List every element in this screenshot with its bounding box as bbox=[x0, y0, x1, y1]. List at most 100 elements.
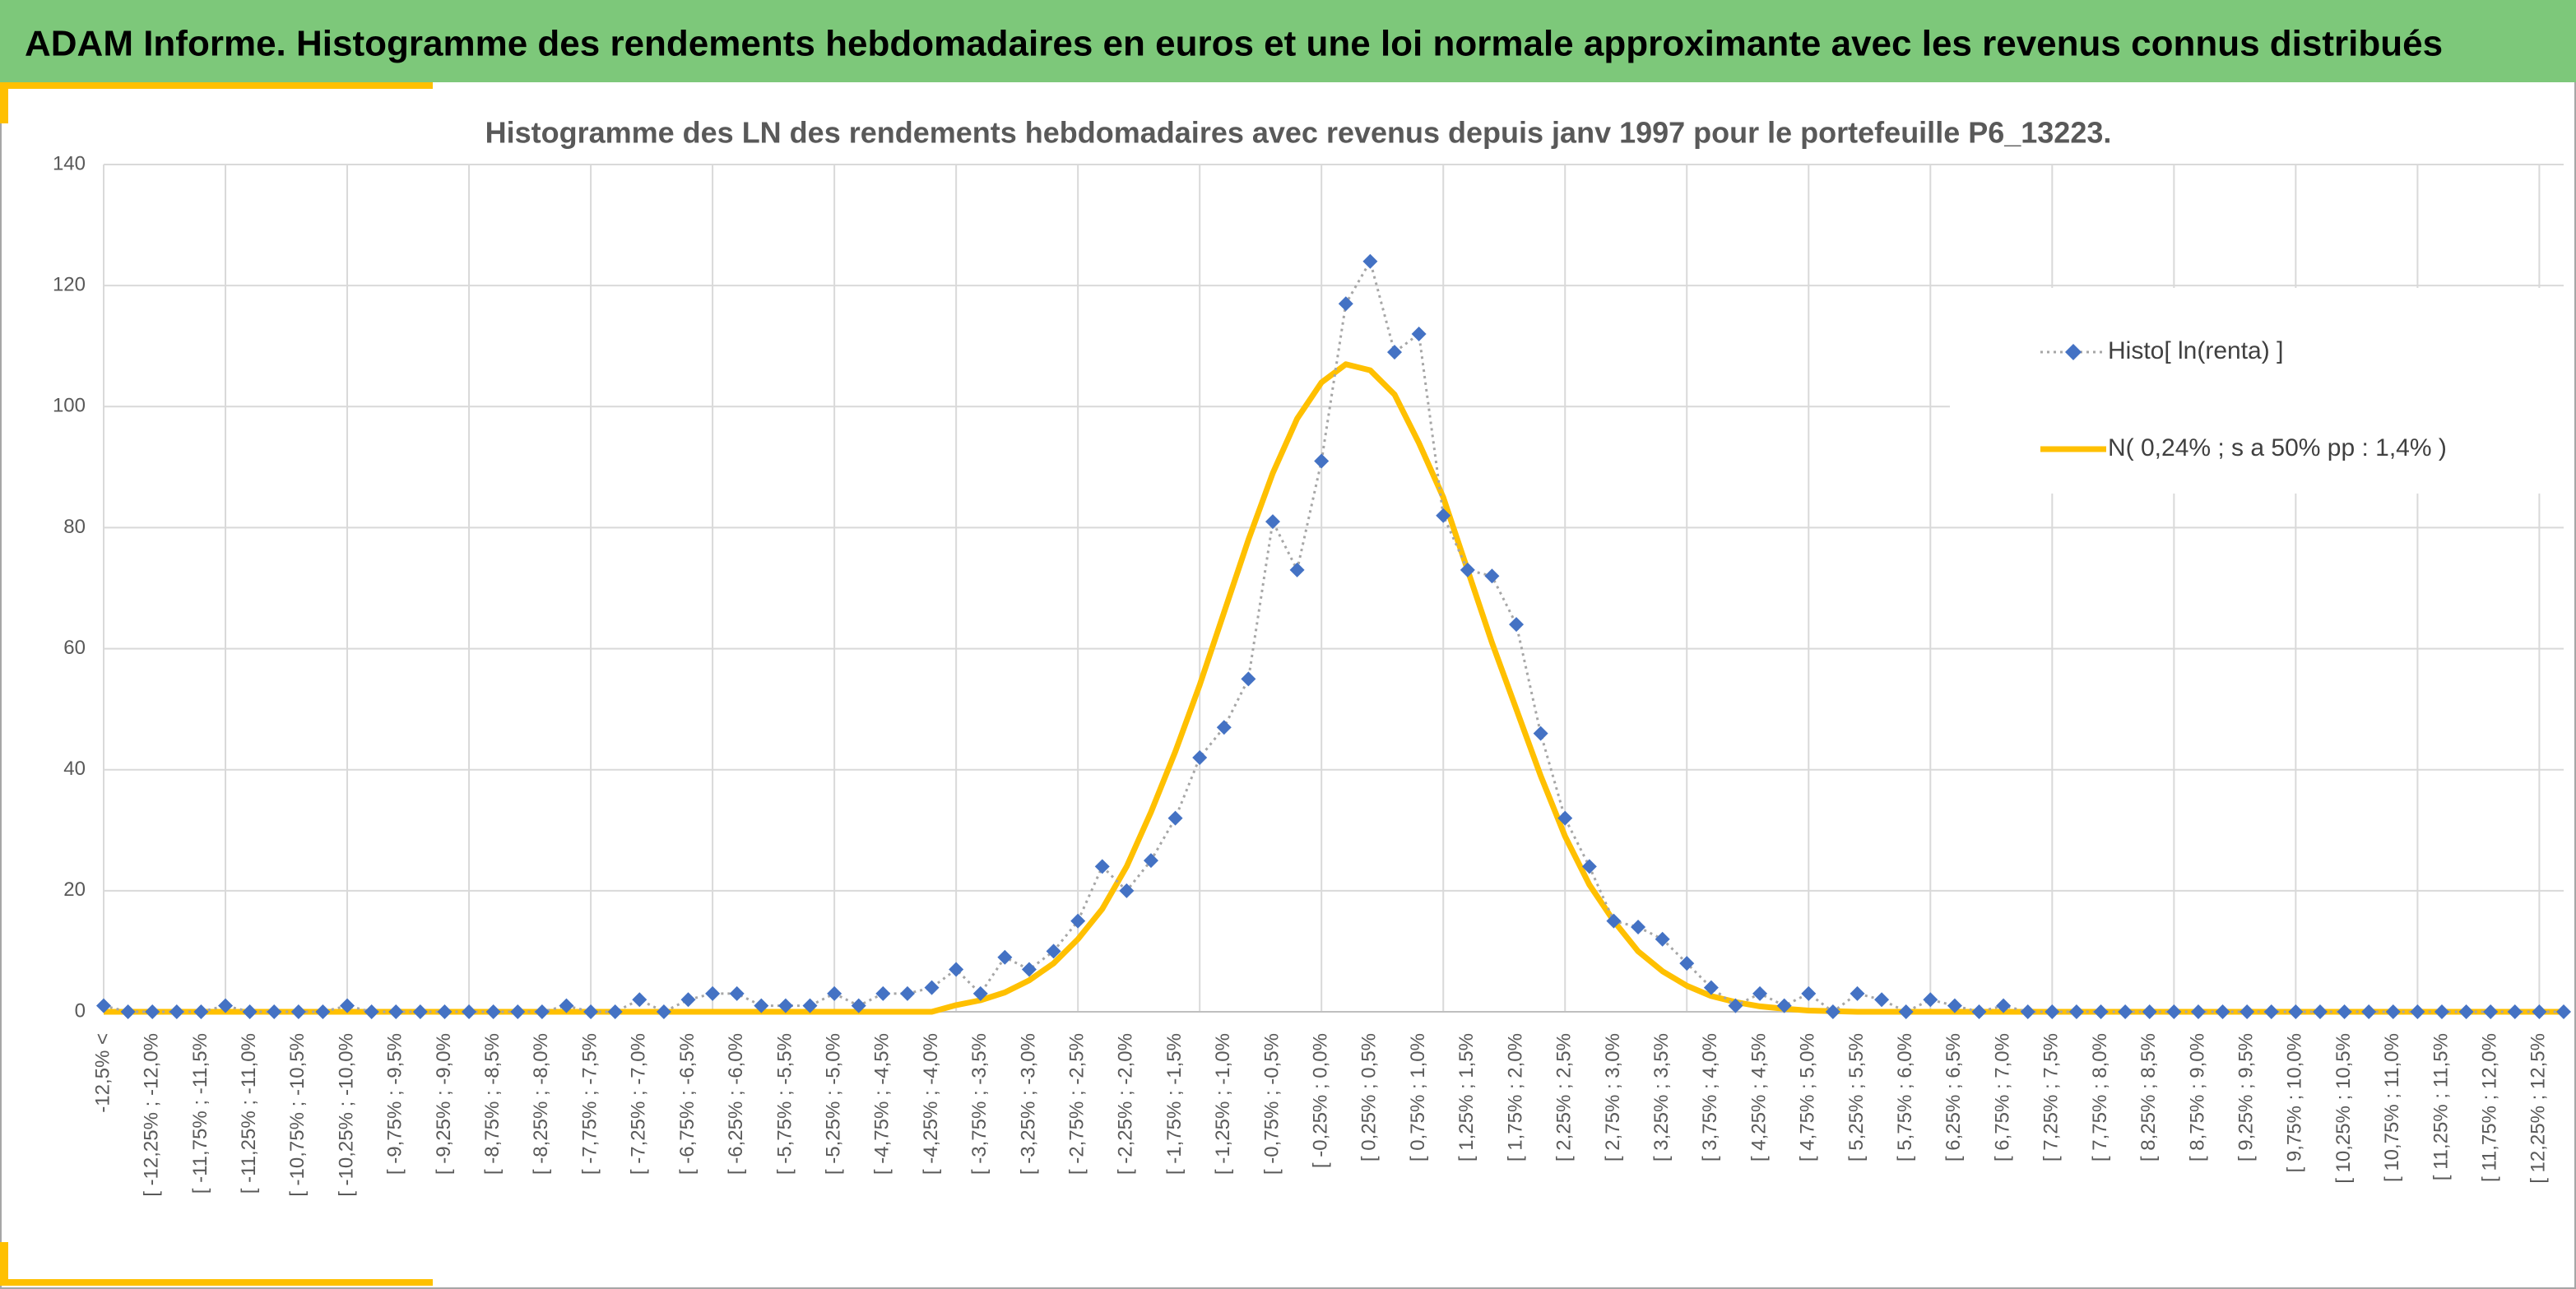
marker bbox=[2068, 1004, 2084, 1019]
marker bbox=[1752, 985, 1768, 1001]
marker bbox=[1947, 998, 1962, 1013]
x-tick-label: [ -8,25% ; -8,0% bbox=[530, 1033, 552, 1175]
marker bbox=[1557, 810, 1573, 826]
marker bbox=[2312, 1004, 2328, 1019]
marker bbox=[510, 1004, 526, 1019]
marker bbox=[1119, 883, 1135, 898]
marker bbox=[656, 1004, 671, 1019]
marker bbox=[949, 962, 964, 977]
marker bbox=[485, 1004, 501, 1019]
marker bbox=[2166, 1004, 2182, 1019]
marker bbox=[1167, 810, 1183, 826]
marker bbox=[218, 998, 234, 1013]
marker bbox=[437, 1004, 453, 1019]
marker bbox=[1533, 726, 1548, 741]
marker bbox=[1874, 992, 1890, 1008]
marker bbox=[2385, 1004, 2401, 1019]
marker bbox=[2337, 1004, 2352, 1019]
marker bbox=[1703, 980, 1719, 995]
marker bbox=[2190, 1004, 2206, 1019]
marker bbox=[412, 1004, 428, 1019]
marker bbox=[1265, 514, 1280, 530]
x-tick-label: [ -5,75% ; -5,5% bbox=[773, 1033, 796, 1175]
x-tick-label: [ 11,25% ; 11,5% bbox=[2430, 1033, 2452, 1180]
y-tick-label: 120 bbox=[53, 273, 86, 295]
marker bbox=[2045, 1004, 2060, 1019]
x-tick-label: [ 9,25% ; 9,5% bbox=[2235, 1033, 2257, 1161]
x-tick-label: [ -3,25% ; -3,0% bbox=[1017, 1033, 1039, 1175]
marker bbox=[607, 1004, 623, 1019]
x-tick-label: [ 8,25% ; 8,5% bbox=[2137, 1033, 2160, 1161]
x-tick-label: [ -5,25% ; -5,0% bbox=[822, 1033, 844, 1175]
marker bbox=[777, 998, 793, 1013]
marker bbox=[1314, 453, 1330, 469]
marker bbox=[462, 1004, 477, 1019]
marker bbox=[315, 1004, 331, 1019]
x-tick-label: [ 4,25% ; 4,5% bbox=[1748, 1033, 1770, 1161]
x-tick-label: [ -0,75% ; -0,5% bbox=[1260, 1033, 1283, 1175]
x-tick-label: [ 0,25% ; 0,5% bbox=[1358, 1033, 1381, 1161]
x-tick-label: [ 2,25% ; 2,5% bbox=[1553, 1033, 1576, 1161]
x-tick-label: [ 6,75% ; 7,0% bbox=[1991, 1033, 2013, 1161]
marker bbox=[1338, 296, 1353, 312]
marker bbox=[1216, 720, 1232, 735]
marker bbox=[1850, 985, 1865, 1001]
marker bbox=[924, 980, 940, 995]
marker bbox=[754, 998, 769, 1013]
x-tick-label: [ 4,75% ; 5,0% bbox=[1797, 1033, 1819, 1161]
marker bbox=[875, 985, 891, 1001]
marker bbox=[1655, 931, 1670, 947]
x-tick-label: [ 0,75% ; 1,0% bbox=[1407, 1033, 1429, 1161]
marker bbox=[705, 985, 721, 1001]
x-tick-label: [ -8,75% ; -8,5% bbox=[481, 1033, 504, 1175]
x-tick-label: [ -4,75% ; -4,5% bbox=[871, 1033, 893, 1175]
x-tick-label: [ -2,75% ; -2,5% bbox=[1066, 1033, 1088, 1175]
marker bbox=[1923, 992, 1938, 1008]
marker bbox=[340, 998, 355, 1013]
marker bbox=[145, 1004, 160, 1019]
marker bbox=[1898, 1004, 1914, 1019]
marker bbox=[1581, 859, 1597, 874]
marker bbox=[1460, 562, 1475, 577]
marker bbox=[1679, 956, 1695, 971]
marker bbox=[1509, 617, 1525, 633]
marker bbox=[267, 1004, 282, 1019]
marker bbox=[2142, 1004, 2157, 1019]
marker bbox=[632, 992, 647, 1008]
x-tick-label: [ 5,75% ; 6,0% bbox=[1894, 1033, 1916, 1161]
marker bbox=[1094, 859, 1110, 874]
x-tick-label: [ -1,25% ; -1,0% bbox=[1212, 1033, 1234, 1175]
marker bbox=[802, 998, 818, 1013]
x-tick-label: [ 3,75% ; 4,0% bbox=[1699, 1033, 1721, 1161]
marker bbox=[534, 1004, 550, 1019]
marker bbox=[827, 985, 842, 1001]
y-tick-label: 40 bbox=[63, 758, 86, 780]
x-tick-label: [ -0,25% ; 0,0% bbox=[1310, 1033, 1332, 1168]
y-tick-label: 140 bbox=[53, 152, 86, 174]
marker bbox=[2361, 1004, 2377, 1019]
marker bbox=[1241, 671, 1256, 687]
x-tick-label: [ -9,25% ; -9,0% bbox=[433, 1033, 455, 1175]
marker bbox=[96, 998, 111, 1013]
legend-label: N( 0,24% ; s a 50% pp : 1,4% ) bbox=[2108, 434, 2447, 461]
marker bbox=[1021, 962, 1037, 977]
marker bbox=[1801, 985, 1817, 1001]
x-tick-label: [ 2,75% ; 3,0% bbox=[1602, 1033, 1624, 1161]
y-tick-label: 20 bbox=[63, 879, 86, 901]
marker bbox=[1411, 327, 1427, 341]
header-bar bbox=[0, 0, 2576, 82]
marker bbox=[2263, 1004, 2279, 1019]
x-tick-label: [ -12,25% ; -12,0% bbox=[141, 1033, 163, 1197]
x-tick-label: [ 1,25% ; 1,5% bbox=[1455, 1033, 1478, 1161]
x-tick-label: [ -4,25% ; -4,0% bbox=[920, 1033, 942, 1175]
marker bbox=[583, 1004, 599, 1019]
legend-label: Histo[ ln(renta) ] bbox=[2108, 337, 2283, 364]
marker bbox=[559, 998, 574, 1013]
x-tick-label: [ 6,25% ; 6,5% bbox=[1942, 1033, 1965, 1161]
x-tick-label: [ -6,25% ; -6,0% bbox=[725, 1033, 747, 1175]
marker bbox=[1387, 345, 1403, 360]
y-tick-label: 60 bbox=[63, 637, 86, 659]
y-tick-label: 0 bbox=[75, 999, 86, 1022]
marker bbox=[120, 1004, 136, 1019]
